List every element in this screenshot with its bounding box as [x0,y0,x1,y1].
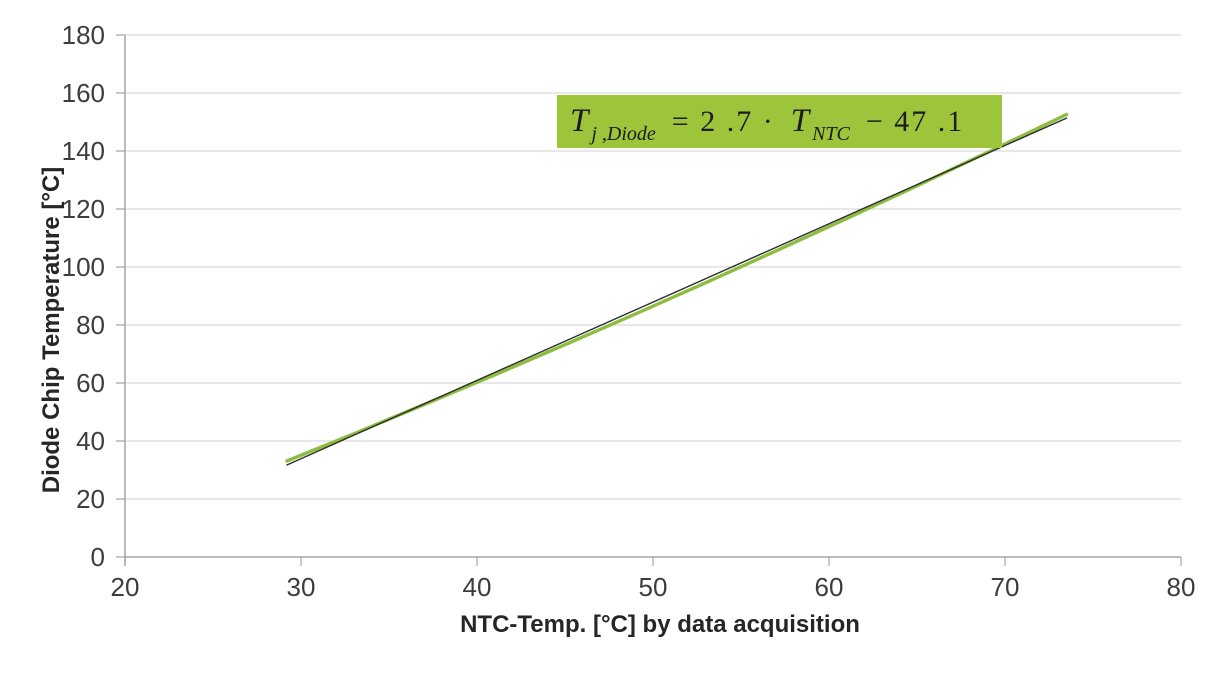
equation-equals-coefficient: = 2 .7 · [671,105,775,138]
y-tick-label: 180 [62,20,105,50]
y-tick-label: 120 [62,194,105,224]
trendline [286,117,1068,466]
x-tick-label: 80 [1167,572,1196,602]
data-series-line [285,112,1069,463]
x-tick-label: 50 [639,572,668,602]
y-tick-label: 100 [62,252,105,282]
y-tick-label: 0 [91,542,105,572]
equation-rhs-subscript: NTC [812,123,850,145]
equation-lhs-variable: T [570,103,589,139]
y-tick-label: 80 [76,310,105,340]
x-tick-label: 60 [815,572,844,602]
y-tick-label: 20 [76,484,105,514]
x-axis-title: NTC-Temp. [°C] by data acquisition [460,611,860,638]
y-tick-label: 60 [76,368,105,398]
x-tick-label: 40 [463,572,492,602]
y-tick-label: 160 [62,78,105,108]
x-tick-label: 70 [991,572,1020,602]
y-axis-title: Diode Chip Temperature [°C] [38,166,65,494]
y-tick-label: 40 [76,426,105,456]
equation-constant: − 47 .1 [865,105,965,138]
equation-rhs-variable: T [790,103,810,139]
y-tick-label: 140 [62,136,105,166]
equation-lhs-subscript: j ,Diode [591,123,656,145]
x-tick-label: 20 [111,572,140,602]
x-tick-label: 30 [287,572,316,602]
